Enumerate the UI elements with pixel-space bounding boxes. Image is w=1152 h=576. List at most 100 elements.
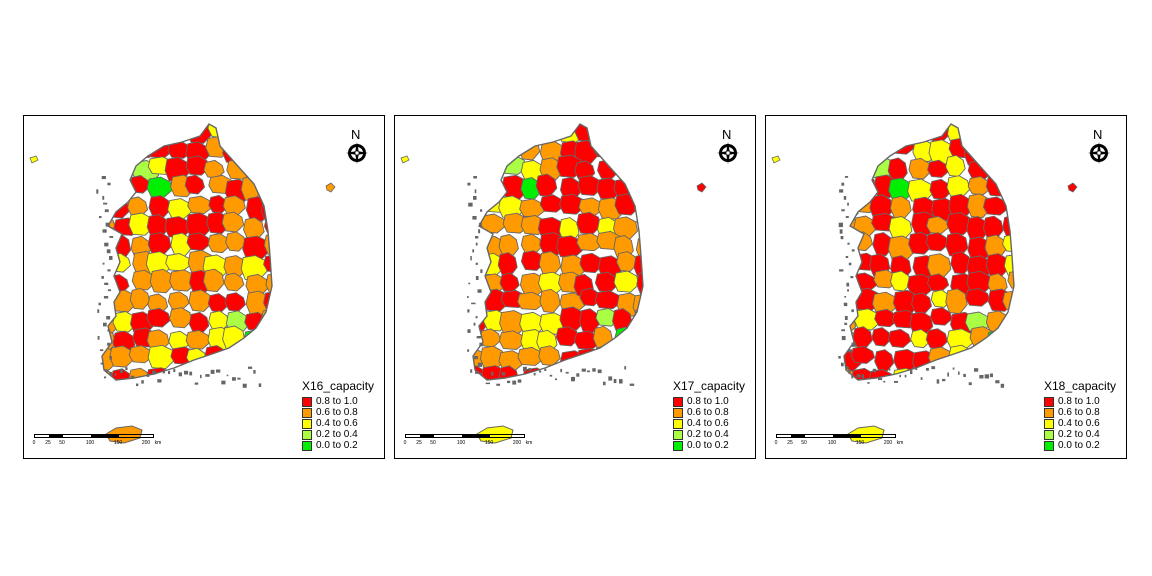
island-speck [629,383,635,386]
island-speck [841,362,844,367]
district-region [184,174,206,195]
island-speck [475,371,479,374]
island-speck [248,366,253,369]
island-speck [844,176,849,178]
compass-rose-icon [1088,142,1110,164]
district-region [538,124,565,139]
legend-title: X17_capacity [673,379,746,393]
island-speck [883,380,886,383]
district-region [203,159,225,179]
legend-swatch [1044,440,1054,451]
legend-swatch [673,429,683,440]
district-region [519,311,546,335]
district-region [634,124,643,138]
legend-swatch [1044,396,1054,407]
island-speck [221,380,226,385]
district-region [240,255,268,281]
island-speck [843,302,848,307]
legend-swatch [1044,418,1054,429]
legend-swatch [302,429,312,440]
island-speck [467,182,471,186]
island-speck [104,376,107,379]
island-speck [846,282,850,287]
island-speck [587,370,590,373]
scale-label: 100 [827,440,837,446]
district-region [242,235,270,261]
island-speck [210,369,215,374]
island-speck [475,242,478,246]
district-region [613,346,641,366]
island-speck [104,242,109,247]
island-speck [109,256,113,260]
district-region [574,124,596,142]
regions-layer [844,124,1014,380]
island-speck [168,370,171,374]
district-region [593,124,621,141]
district-region [963,369,992,380]
district-region [264,124,272,145]
map-panel-1: N X16_capacity 0.8 to 1.0 0.6 to 0.8 0.4 t… [23,115,385,459]
island-speck [473,196,477,200]
district-region [208,310,230,332]
island-speck [613,379,617,384]
district-region [169,307,193,329]
coastal-islands [96,176,262,388]
district-region [539,288,561,314]
district-region [966,216,988,242]
island-speck [848,262,852,266]
district-region [148,124,173,140]
district-region [1003,253,1014,277]
district-region [226,158,253,180]
island-speck [491,371,494,376]
island-speck [851,309,854,313]
island-speck [109,356,112,360]
legend-label: 0.4 to 0.6 [316,418,358,429]
district-region [243,329,268,350]
district-region [908,157,932,180]
island-speck [851,373,854,379]
legend-item: 0.6 to 0.8 [673,407,745,418]
island-speck [479,342,483,347]
district-region [987,138,1014,160]
district-region [844,141,860,164]
island-speck [958,371,960,375]
district-region [146,176,173,198]
district-region [478,159,501,185]
island-speck [471,302,476,305]
district-region [636,271,643,297]
district-region [874,308,899,328]
island-speck [894,381,898,383]
district-region [225,345,248,372]
island-speck [888,367,891,371]
district-region [223,272,245,292]
island-speck [473,176,477,179]
island-speck [995,380,1000,384]
legend-title: X16_capacity [302,379,375,393]
scale-label: 200 [141,440,151,446]
island-speck [839,269,844,272]
island-speck [470,256,472,261]
island-speck [528,368,532,371]
island-speck [479,222,482,226]
district-region [985,350,1010,371]
island-speck [848,369,851,374]
district-region [263,232,272,256]
district-region [102,137,115,160]
district-region [165,124,186,142]
scale-label: 150 [113,440,123,446]
island-speck [841,182,845,186]
island-speck [107,182,111,186]
island-speck [844,316,848,320]
district-region [222,195,246,216]
district-region [536,368,565,380]
district-region [479,345,505,370]
district-region [207,293,229,313]
island-speck [467,309,470,313]
island-speck [99,349,104,352]
island-speck [237,377,241,380]
district-region [245,139,271,163]
legend-item: 0.2 to 0.4 [302,429,374,440]
district-region [967,236,992,262]
island-speck [107,289,112,292]
island-speck [862,374,864,379]
